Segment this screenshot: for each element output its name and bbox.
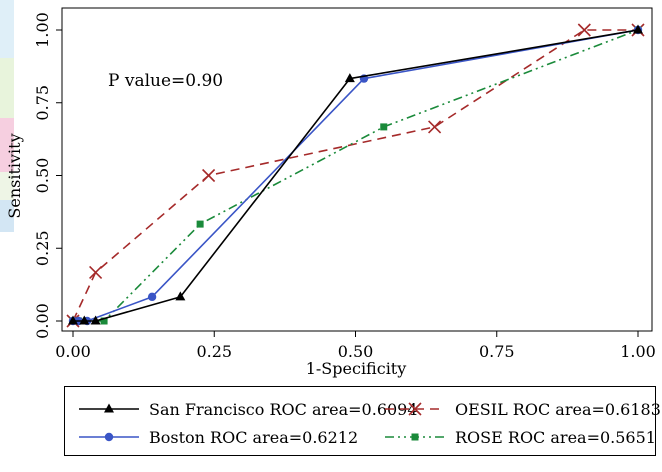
y-tick-label: 0.00 bbox=[33, 303, 52, 339]
legend-marker-boston bbox=[104, 432, 114, 442]
x-tick-label: 0.00 bbox=[55, 342, 91, 361]
legend-swatch-boston bbox=[77, 425, 141, 449]
y-tick-label: 0.25 bbox=[33, 230, 52, 266]
legend-item-boston: Boston ROC area=0.6212 bbox=[77, 425, 358, 449]
plot-border bbox=[61, 7, 653, 332]
legend-marker-san-francisco bbox=[104, 403, 114, 413]
legend-marker-oesil bbox=[408, 402, 422, 416]
y-axis-label: Sensitivity bbox=[5, 133, 24, 218]
data-point-san-francisco bbox=[633, 24, 643, 34]
data-point-oesil-stroke bbox=[202, 168, 216, 183]
x-tick-label: 0.50 bbox=[338, 342, 374, 361]
x-tick-label: 0.75 bbox=[479, 342, 515, 361]
data-point-oesil bbox=[428, 120, 442, 134]
legend-item-rose: ROSE ROC area=0.5651 bbox=[383, 425, 656, 449]
series-line-oesil bbox=[72, 29, 638, 322]
legend-marker-rose bbox=[411, 433, 419, 441]
data-point-oesil-stroke bbox=[428, 120, 442, 134]
legend-marker-oesil-stroke bbox=[408, 402, 422, 416]
data-point-oesil bbox=[577, 23, 591, 37]
data-point-oesil-stroke bbox=[89, 265, 103, 279]
data-point-oesil bbox=[89, 265, 103, 279]
x-tick-label: 0.25 bbox=[196, 342, 232, 361]
y-tick-label: 0.75 bbox=[33, 85, 52, 121]
data-point-oesil bbox=[202, 168, 216, 183]
data-point-san-francisco bbox=[79, 315, 90, 325]
legend-item-oesil: OESIL ROC area=0.6183 bbox=[383, 397, 661, 421]
legend: San Francisco ROC area=0.6094 OESIL ROC … bbox=[64, 386, 661, 456]
x-tick-label: 1.00 bbox=[620, 342, 656, 361]
data-point-san-francisco bbox=[175, 291, 186, 301]
legend-label-oesil: OESIL ROC area=0.6183 bbox=[455, 399, 661, 419]
data-point-boston bbox=[147, 292, 157, 302]
legend-label-boston: Boston ROC area=0.6212 bbox=[149, 427, 359, 447]
data-point-rose bbox=[196, 220, 204, 228]
plot-region bbox=[61, 7, 653, 332]
data-point-oesil-stroke bbox=[577, 23, 591, 37]
y-tick-label: 0.50 bbox=[33, 158, 52, 194]
legend-swatch-oesil bbox=[383, 397, 447, 421]
data-point-rose bbox=[100, 317, 108, 325]
series-san-francisco bbox=[68, 24, 643, 325]
page-edge-decoration bbox=[0, 0, 14, 468]
series-layer bbox=[66, 23, 645, 328]
data-point-san-francisco bbox=[68, 315, 78, 325]
legend-swatch-san-francisco bbox=[77, 397, 141, 421]
data-point-rose bbox=[380, 123, 388, 131]
data-point-san-francisco bbox=[344, 73, 355, 83]
y-tick-label: 1.00 bbox=[33, 12, 52, 48]
x-axis-label: 1-Specificity bbox=[306, 359, 407, 378]
legend-label-rose: ROSE ROC area=0.5651 bbox=[455, 427, 656, 447]
data-point-san-francisco bbox=[90, 315, 101, 325]
legend-label-san-francisco: San Francisco ROC area=0.6094 bbox=[149, 399, 418, 419]
legend-item-san-francisco: San Francisco ROC area=0.6094 bbox=[77, 397, 418, 421]
axes: 0.00 0.25 0.50 0.75 1.00 0.00 0.25 0.50 0.75 1.00 bbox=[33, 12, 656, 361]
legend-swatch-rose bbox=[383, 425, 447, 449]
p-value-annotation: P value=0.90 bbox=[108, 71, 223, 91]
